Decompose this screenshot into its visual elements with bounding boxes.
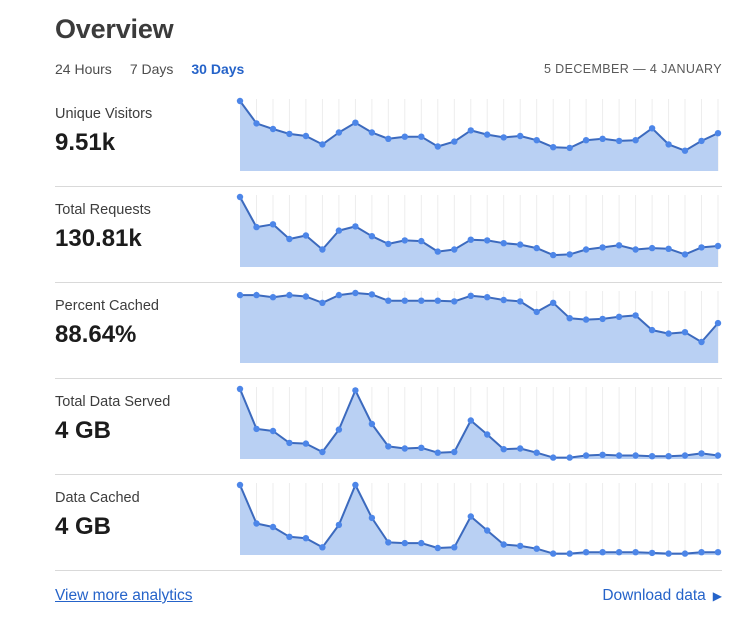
date-range-label: 5 DECEMBER — 4 JANUARY (543, 62, 722, 76)
metric-value: 130.81k (55, 225, 142, 252)
sparkline-chart-total-requests (236, 193, 722, 267)
metric-row-data-cached: Data Cached 4 GB (55, 475, 722, 571)
metric-label: Unique Visitors (55, 106, 153, 122)
metric-meta: Total Requests 130.81k (55, 187, 236, 282)
metric-row-total-requests: Total Requests 130.81k (55, 187, 722, 283)
metric-meta: Total Data Served 4 GB (55, 379, 236, 474)
sparkline-chart-data-cached (236, 481, 722, 557)
metric-label: Data Cached (55, 490, 140, 506)
sparkline-chart-unique-visitors (236, 97, 722, 171)
download-data-link[interactable]: Download data ▶ (602, 587, 722, 605)
view-more-analytics-link[interactable]: View more analytics (55, 587, 193, 604)
metric-value: 88.64% (55, 321, 137, 348)
metric-label: Total Requests (55, 202, 151, 218)
tab-30-days[interactable]: 30 Days (191, 61, 245, 77)
download-arrow-icon: ▶ (712, 589, 722, 603)
metric-label: Total Data Served (55, 394, 171, 410)
footer-bar: View more analytics Download data ▶ (55, 571, 722, 605)
metric-value: 4 GB (55, 417, 112, 444)
time-range-tabs: 24 Hours 7 Days 30 Days (55, 61, 244, 77)
sparkline-chart-percent-cached (236, 289, 722, 363)
metric-value: 4 GB (55, 513, 112, 540)
time-range-bar: 24 Hours 7 Days 30 Days 5 DECEMBER — 4 J… (55, 61, 722, 77)
metric-meta: Unique Visitors 9.51k (55, 91, 236, 186)
metric-row-unique-visitors: Unique Visitors 9.51k (55, 91, 722, 187)
metric-label: Percent Cached (55, 298, 159, 314)
page-title: Overview (55, 14, 174, 44)
sparkline-chart-total-data-served (236, 385, 722, 461)
metric-meta: Data Cached 4 GB (55, 475, 236, 570)
metric-row-total-data-served: Total Data Served 4 GB (55, 379, 722, 475)
tab-24-hours[interactable]: 24 Hours (55, 61, 112, 77)
metric-meta: Percent Cached 88.64% (55, 283, 236, 378)
download-data-label: Download data (602, 587, 706, 604)
tab-7-days[interactable]: 7 Days (129, 61, 174, 77)
metric-row-percent-cached: Percent Cached 88.64% (55, 283, 722, 379)
metrics-list: Unique Visitors 9.51k Total Requests 130… (55, 91, 722, 571)
metric-value: 9.51k (55, 129, 116, 156)
